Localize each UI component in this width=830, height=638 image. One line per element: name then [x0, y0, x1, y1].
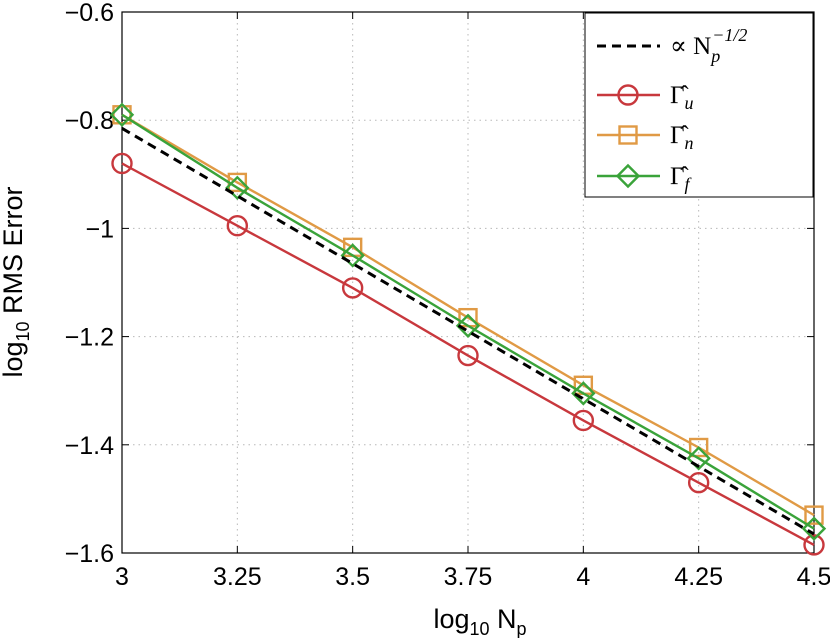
legend-marker-gamma-f [615, 163, 641, 189]
y-tick-label: −1.6 [65, 540, 114, 568]
data-point-Gamma_u [803, 534, 825, 556]
y-axis-label-base: log [0, 342, 28, 378]
x-axis-label-sub: 10 [469, 619, 489, 638]
series-reference [121, 127, 815, 536]
data-point-Gamma_n [688, 437, 709, 458]
x-axis-label-base: log [433, 604, 469, 634]
x-tick-label: 3.5 [335, 563, 370, 591]
legend-reference-sup: −1/2 [712, 25, 747, 45]
legend-item-gamma-n: Γ̂n [597, 122, 693, 153]
legend-gamma-f-sub: f [684, 174, 692, 194]
x-tick-label: 4 [576, 563, 590, 591]
x-tick-label: 3.75 [444, 563, 493, 591]
legend-marker-shape-Gamma_f [615, 163, 641, 189]
data-point-Gamma_n [112, 105, 132, 125]
legend-item-gamma-f: Γ̂f [597, 163, 692, 194]
data-point-Gamma_f [455, 313, 481, 338]
legend-reference-prefix: ∝ N [670, 33, 711, 60]
legend-label-gamma-n: Γ̂n [670, 122, 693, 153]
data-point-Gamma_f [109, 102, 135, 127]
legend-label-gamma-f: Γ̂f [670, 163, 692, 194]
x-tick-label: 4.5 [797, 563, 830, 591]
data-point-Gamma_f [225, 175, 250, 201]
legend-marker-gamma-u [617, 84, 639, 106]
series-Gamma_f [109, 102, 827, 541]
legend: ∝ Np−1/2 Γ̂u Γ̂n Γ̂f [584, 12, 814, 198]
legend-marker-shape-Gamma_u [617, 84, 639, 106]
legend-box [584, 12, 814, 198]
data-point-Gamma_f [571, 381, 596, 406]
y-tick-label: −1.4 [65, 432, 114, 460]
series-line-Gamma_f [121, 113, 815, 530]
y-tick-label: −1 [85, 215, 114, 243]
legend-marker-gamma-n [618, 125, 638, 145]
data-point-Gamma_u [687, 471, 710, 494]
x-tick-label: 3.25 [213, 563, 262, 591]
data-point-Gamma_u [457, 344, 479, 367]
legend-reference-sub: p [709, 46, 720, 66]
x-axis-label-rest-sub: p [517, 619, 527, 638]
y-axis-label-rest: RMS Error [0, 186, 28, 321]
series-line-Gamma_u [121, 162, 815, 546]
grid [122, 12, 814, 553]
data-point-Gamma_u [341, 277, 364, 299]
y-tick-label: −0.8 [65, 107, 114, 135]
series-Gamma_u [111, 152, 825, 556]
legend-gamma-n-sub: n [684, 133, 693, 153]
y-tick-label: −0.6 [65, 0, 114, 27]
legend-item-reference: ∝ Np−1/2 [597, 25, 747, 66]
legend-label-reference: ∝ Np−1/2 [670, 25, 747, 66]
data-point-Gamma_u [572, 409, 595, 432]
series-line-reference [121, 127, 815, 536]
ticks: 3 3.25 3.5 3.75 4 4.25 4.5 −1.6 −1.4 −1.2 −1 −0.8 −0… [65, 0, 830, 591]
data-point-Gamma_f [340, 243, 365, 268]
y-axis-label-sub: 10 [13, 321, 33, 341]
data-point-Gamma_u [111, 152, 133, 175]
legend-marker-shape-Gamma_n [618, 125, 638, 145]
legend-item-gamma-u: Γ̂u [597, 82, 693, 113]
x-tick-label: 3 [115, 563, 129, 591]
x-axis-label-rest: N [490, 604, 517, 634]
y-axis-label: log10 RMS Error [0, 186, 33, 377]
legend-gamma-u-prefix: Γ̂ [670, 82, 688, 109]
legend-gamma-n-prefix: Γ̂ [670, 122, 688, 149]
legend-gamma-u-sub: u [684, 93, 693, 113]
legend-gamma-f-prefix: Γ̂ [670, 163, 688, 190]
series [109, 102, 827, 556]
data-point-Gamma_n [804, 505, 824, 525]
y-tick-label: −1.2 [65, 324, 114, 352]
legend-label-gamma-u: Γ̂u [670, 82, 693, 113]
data-point-Gamma_u [226, 214, 249, 237]
x-axis-label: log10 Np [433, 604, 526, 638]
data-point-Gamma_f [686, 446, 711, 471]
data-point-Gamma_f [801, 516, 827, 541]
x-tick-label: 4.25 [674, 563, 723, 591]
